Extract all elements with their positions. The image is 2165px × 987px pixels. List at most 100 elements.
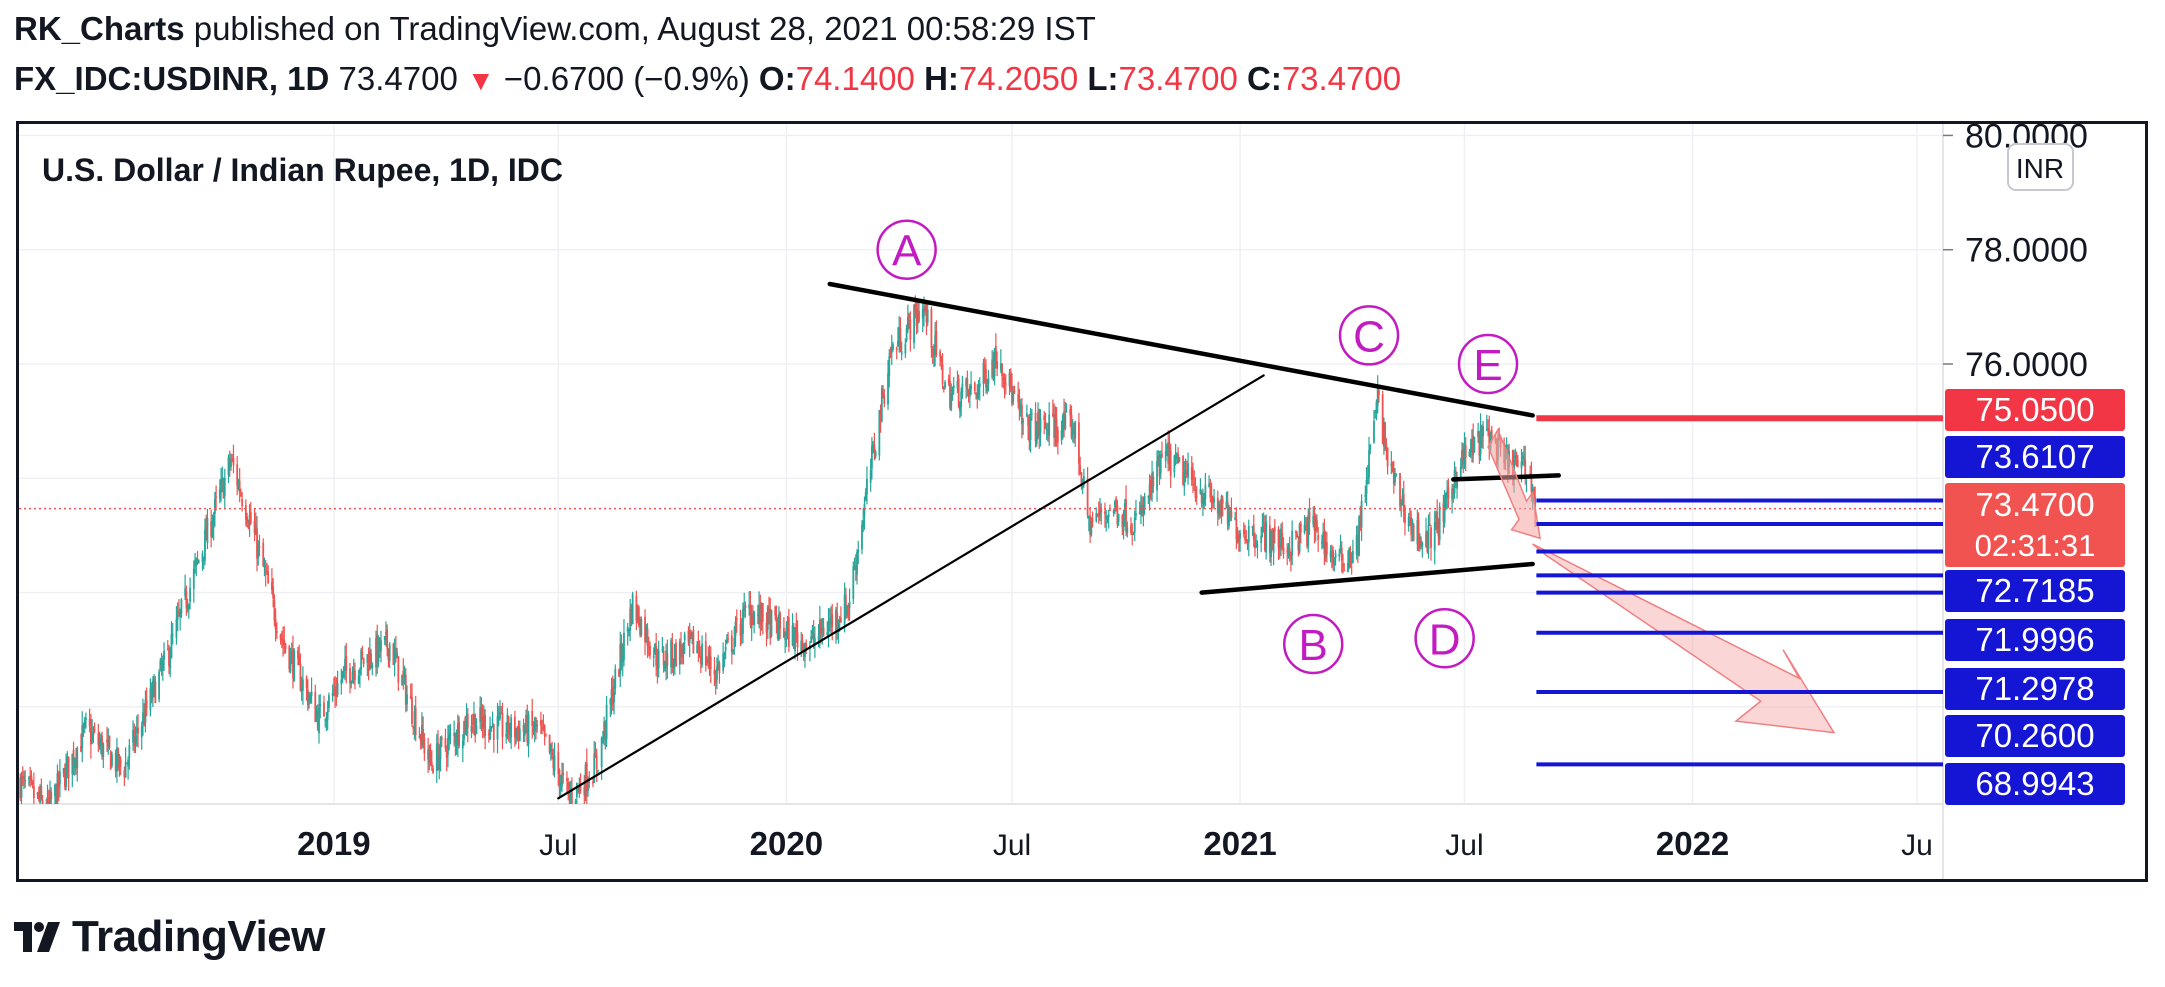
- wave-label-circle-b[interactable]: [1282, 613, 1344, 675]
- level-label-text: 70.2600: [1975, 717, 2094, 754]
- candle-down: [914, 304, 917, 312]
- candle-up: [315, 711, 318, 720]
- candle-down: [1533, 488, 1535, 496]
- wave-label-circle-e[interactable]: [1457, 333, 1519, 395]
- candle-down: [949, 380, 951, 408]
- current-price-box[interactable]: [1945, 483, 2125, 567]
- candle-up: [610, 689, 613, 702]
- candle-up: [324, 719, 327, 721]
- candle-down: [776, 623, 779, 639]
- candle-up: [140, 726, 143, 738]
- candle-up: [527, 714, 530, 745]
- candle-up: [453, 733, 456, 737]
- candle-up: [654, 643, 656, 654]
- candle-up: [1438, 506, 1441, 540]
- candle-up: [1071, 430, 1074, 435]
- candle-up: [351, 671, 354, 684]
- level-label-box[interactable]: [1945, 389, 2125, 431]
- level-label-box[interactable]: [1945, 715, 2125, 757]
- candle-down: [774, 606, 777, 616]
- candle-up: [800, 640, 803, 652]
- candle-up: [673, 644, 676, 664]
- candle-up: [1352, 550, 1354, 563]
- candle-up: [1090, 521, 1093, 536]
- wave-label-circle-a[interactable]: [876, 219, 937, 280]
- candle-down: [579, 783, 582, 791]
- candle-up: [202, 556, 205, 558]
- symbol-name[interactable]: FX_IDC:USDINR, 1D: [14, 60, 330, 97]
- candle-up: [1482, 426, 1484, 437]
- candle-up: [921, 309, 924, 319]
- candle-up: [65, 763, 68, 788]
- currency-badge[interactable]: [2007, 143, 2074, 191]
- candle-up: [631, 594, 634, 625]
- candle-down: [655, 645, 658, 666]
- candle-up: [724, 646, 727, 651]
- level-label-box[interactable]: [1945, 570, 2125, 612]
- candle-down: [117, 748, 120, 768]
- candle-down: [1167, 441, 1170, 464]
- candle-up: [956, 381, 959, 389]
- level-label-box[interactable]: [1945, 619, 2125, 661]
- candle-up: [1477, 430, 1480, 438]
- projection-arrow-short[interactable]: [1487, 428, 1542, 540]
- candle-up: [197, 560, 200, 563]
- candle-up: [1140, 505, 1142, 514]
- wave-label-circle-d[interactable]: [1414, 608, 1475, 669]
- candle-up: [1147, 496, 1150, 498]
- candle-up: [1122, 520, 1125, 531]
- candle-up: [1418, 536, 1421, 546]
- trend-line-2[interactable]: [1199, 561, 1535, 595]
- candle-up: [1444, 492, 1447, 499]
- candle-down: [63, 772, 66, 787]
- candle-up: [640, 619, 643, 636]
- candle-down: [1410, 517, 1413, 535]
- candle-up: [350, 681, 353, 685]
- candle-down: [1332, 550, 1334, 565]
- candle-down: [744, 605, 747, 609]
- trend-line-3[interactable]: [557, 374, 1265, 800]
- candle-down: [272, 586, 275, 599]
- author-name[interactable]: RK_Charts: [14, 10, 185, 47]
- candle-down: [244, 505, 247, 520]
- candle-up: [1425, 531, 1427, 548]
- candle-up: [1143, 495, 1146, 508]
- candle-up: [717, 664, 720, 669]
- candle-down: [566, 778, 568, 781]
- candle-down: [29, 776, 32, 780]
- candle-up: [1312, 515, 1315, 525]
- candle-up: [180, 599, 183, 615]
- level-label-box[interactable]: [1945, 436, 2125, 478]
- candle-down: [262, 542, 265, 567]
- candle-up: [81, 725, 84, 749]
- projection-arrow-long[interactable]: [1532, 543, 1836, 734]
- candle-up: [536, 724, 539, 727]
- candle-up: [91, 732, 94, 742]
- candle-up: [56, 773, 59, 804]
- candle-up: [716, 666, 718, 680]
- candle-down: [430, 761, 433, 766]
- candle-up: [906, 316, 909, 331]
- level-label-box[interactable]: [1945, 668, 2125, 710]
- candle-down: [822, 627, 825, 637]
- tradingview-logo[interactable]: TradingView: [14, 912, 325, 962]
- candle-up: [1025, 413, 1028, 417]
- candle-up: [975, 392, 977, 395]
- candle-up: [83, 720, 86, 728]
- candle-up: [1468, 451, 1471, 456]
- candle-up: [92, 733, 95, 736]
- candle-up: [518, 728, 521, 742]
- candle-up: [960, 391, 963, 407]
- level-label-box[interactable]: [1945, 763, 2125, 805]
- wave-label-circle-c[interactable]: [1338, 305, 1400, 366]
- trend-line-1[interactable]: [827, 281, 1535, 418]
- candle-up: [574, 800, 577, 804]
- candle-up: [1303, 524, 1306, 533]
- candle-up: [1358, 516, 1361, 556]
- publish-text: published on TradingView.com, August 28,…: [193, 10, 1096, 47]
- tradingview-logo-icon: [14, 922, 60, 952]
- candle-up: [872, 444, 875, 450]
- chart-frame[interactable]: [16, 121, 2148, 882]
- price-tick-label: 78.0000: [1965, 232, 2088, 270]
